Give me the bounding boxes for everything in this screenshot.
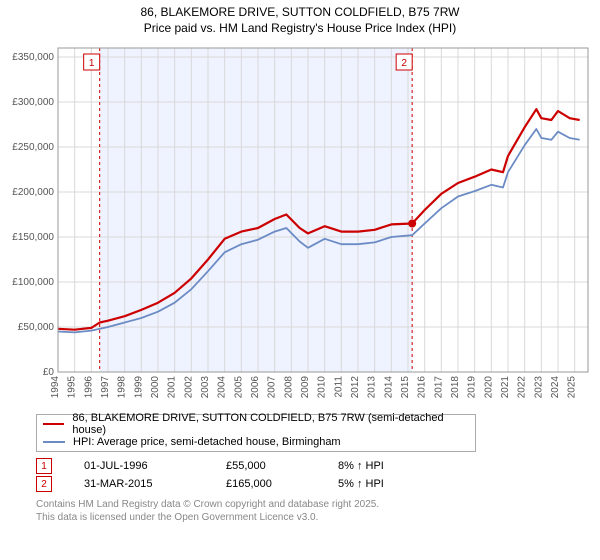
svg-text:2017: 2017	[433, 376, 444, 399]
chart-title: 86, BLAKEMORE DRIVE, SUTTON COLDFIELD, B…	[8, 4, 592, 36]
attrib-line1: Contains HM Land Registry data © Crown c…	[36, 498, 592, 511]
svg-text:2018: 2018	[450, 376, 461, 399]
svg-text:2008: 2008	[283, 376, 294, 399]
marker-price: £165,000	[226, 478, 306, 490]
svg-text:2009: 2009	[300, 376, 311, 399]
svg-text:£100,000: £100,000	[12, 277, 54, 288]
legend-label: 86, BLAKEMORE DRIVE, SUTTON COLDFIELD, B…	[72, 412, 469, 436]
svg-text:1998: 1998	[117, 376, 128, 399]
svg-text:2011: 2011	[333, 376, 344, 398]
svg-text:2025: 2025	[567, 376, 578, 399]
svg-text:2006: 2006	[250, 376, 261, 399]
svg-text:£50,000: £50,000	[18, 322, 55, 333]
marker-delta: 5% ↑ HPI	[338, 478, 384, 490]
marker-badge: 2	[36, 476, 52, 492]
svg-text:2022: 2022	[517, 376, 528, 399]
svg-text:2023: 2023	[533, 376, 544, 399]
svg-text:2007: 2007	[267, 376, 278, 399]
svg-text:£300,000: £300,000	[12, 97, 54, 108]
svg-text:£350,000: £350,000	[12, 52, 54, 63]
svg-text:2010: 2010	[317, 376, 328, 399]
marker-delta: 8% ↑ HPI	[338, 460, 384, 472]
svg-text:£200,000: £200,000	[12, 187, 54, 198]
svg-text:1996: 1996	[83, 376, 94, 399]
svg-text:2021: 2021	[500, 376, 511, 399]
svg-text:1997: 1997	[100, 376, 111, 399]
marker-date: 01-JUL-1996	[84, 460, 194, 472]
attribution: Contains HM Land Registry data © Crown c…	[36, 498, 592, 524]
svg-text:2024: 2024	[550, 376, 561, 399]
svg-text:2016: 2016	[417, 376, 428, 399]
legend-label: HPI: Average price, semi-detached house,…	[73, 436, 341, 448]
price-chart: £0£50,000£100,000£150,000£200,000£250,00…	[8, 42, 592, 412]
svg-text:£250,000: £250,000	[12, 142, 54, 153]
legend: 86, BLAKEMORE DRIVE, SUTTON COLDFIELD, B…	[36, 414, 476, 452]
marker-price: £55,000	[226, 460, 306, 472]
svg-text:2020: 2020	[483, 376, 494, 399]
marker-row: 2 31-MAR-2015 £165,000 5% ↑ HPI	[36, 476, 592, 492]
attrib-line2: This data is licensed under the Open Gov…	[36, 511, 592, 524]
svg-text:2019: 2019	[467, 376, 478, 399]
svg-text:2000: 2000	[150, 376, 161, 399]
svg-text:2005: 2005	[233, 376, 244, 399]
svg-text:2001: 2001	[167, 376, 178, 399]
svg-text:2015: 2015	[400, 376, 411, 399]
legend-swatch	[43, 423, 64, 425]
svg-text:2002: 2002	[183, 376, 194, 399]
title-line1: 86, BLAKEMORE DRIVE, SUTTON COLDFIELD, B…	[8, 4, 592, 20]
svg-text:2: 2	[401, 58, 407, 69]
chart-svg: £0£50,000£100,000£150,000£200,000£250,00…	[8, 42, 592, 412]
title-line2: Price paid vs. HM Land Registry's House …	[8, 20, 592, 36]
svg-text:1995: 1995	[67, 376, 78, 399]
marker-row: 1 01-JUL-1996 £55,000 8% ↑ HPI	[36, 458, 592, 474]
marker-badge: 1	[36, 458, 52, 474]
svg-text:2004: 2004	[217, 376, 228, 399]
svg-text:1: 1	[89, 58, 95, 69]
svg-text:2003: 2003	[200, 376, 211, 399]
svg-text:2013: 2013	[367, 376, 378, 399]
legend-swatch	[43, 441, 65, 443]
svg-text:1994: 1994	[50, 376, 61, 399]
svg-text:2012: 2012	[350, 376, 361, 399]
marker-date: 31-MAR-2015	[84, 478, 194, 490]
svg-text:2014: 2014	[383, 376, 394, 399]
svg-text:£150,000: £150,000	[12, 232, 54, 243]
legend-item: 86, BLAKEMORE DRIVE, SUTTON COLDFIELD, B…	[37, 415, 475, 433]
svg-text:1999: 1999	[133, 376, 144, 399]
